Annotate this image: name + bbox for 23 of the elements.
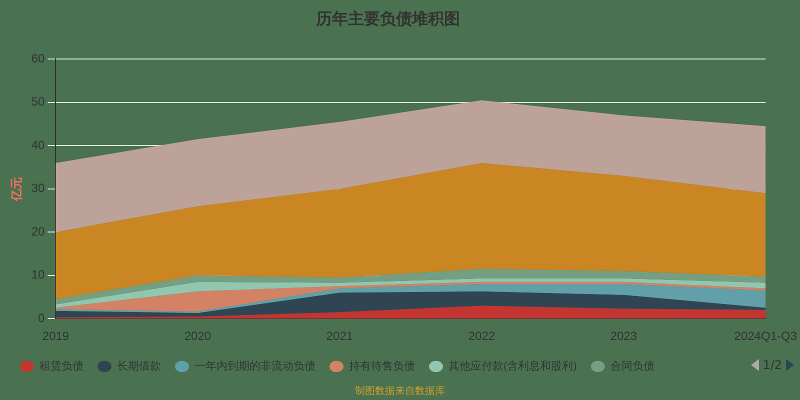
y-tick-label: 40 — [31, 138, 46, 152]
y-tick-label: 0 — [38, 310, 46, 325]
y-axis-title: 亿元 — [10, 176, 24, 202]
x-tick-label: 2020 — [184, 329, 212, 344]
legend-label: 长期借款 — [117, 360, 161, 373]
x-tick-label: 2022 — [468, 329, 496, 344]
x-tick-label: 2023 — [610, 329, 638, 344]
legend-label: 合同负债 — [610, 360, 654, 373]
y-tick-label: 50 — [31, 94, 46, 109]
x-tick-label: 2024Q1-Q3 — [734, 329, 798, 344]
text: 制图数据来自数据库 — [354, 384, 446, 398]
legend-label: 持有待售负债 — [349, 360, 415, 373]
y-tick-label: 10 — [31, 268, 46, 282]
chart-title: 历年主要负债堆积图 — [315, 8, 460, 28]
legend-label: 其他应付款(含利息和股利) — [448, 360, 577, 373]
x-tick-label: 2019 — [42, 329, 70, 344]
text: 1/2 — [762, 358, 782, 372]
legend-label: 租赁负债 — [40, 360, 84, 373]
y-tick-label: 20 — [31, 224, 46, 238]
x-tick-label: 2021 — [326, 329, 354, 344]
y-tick-label: 60 — [31, 52, 46, 66]
y-tick-label: 30 — [31, 181, 46, 196]
legend-label: 一年内到期的非流动负债 — [194, 360, 316, 373]
